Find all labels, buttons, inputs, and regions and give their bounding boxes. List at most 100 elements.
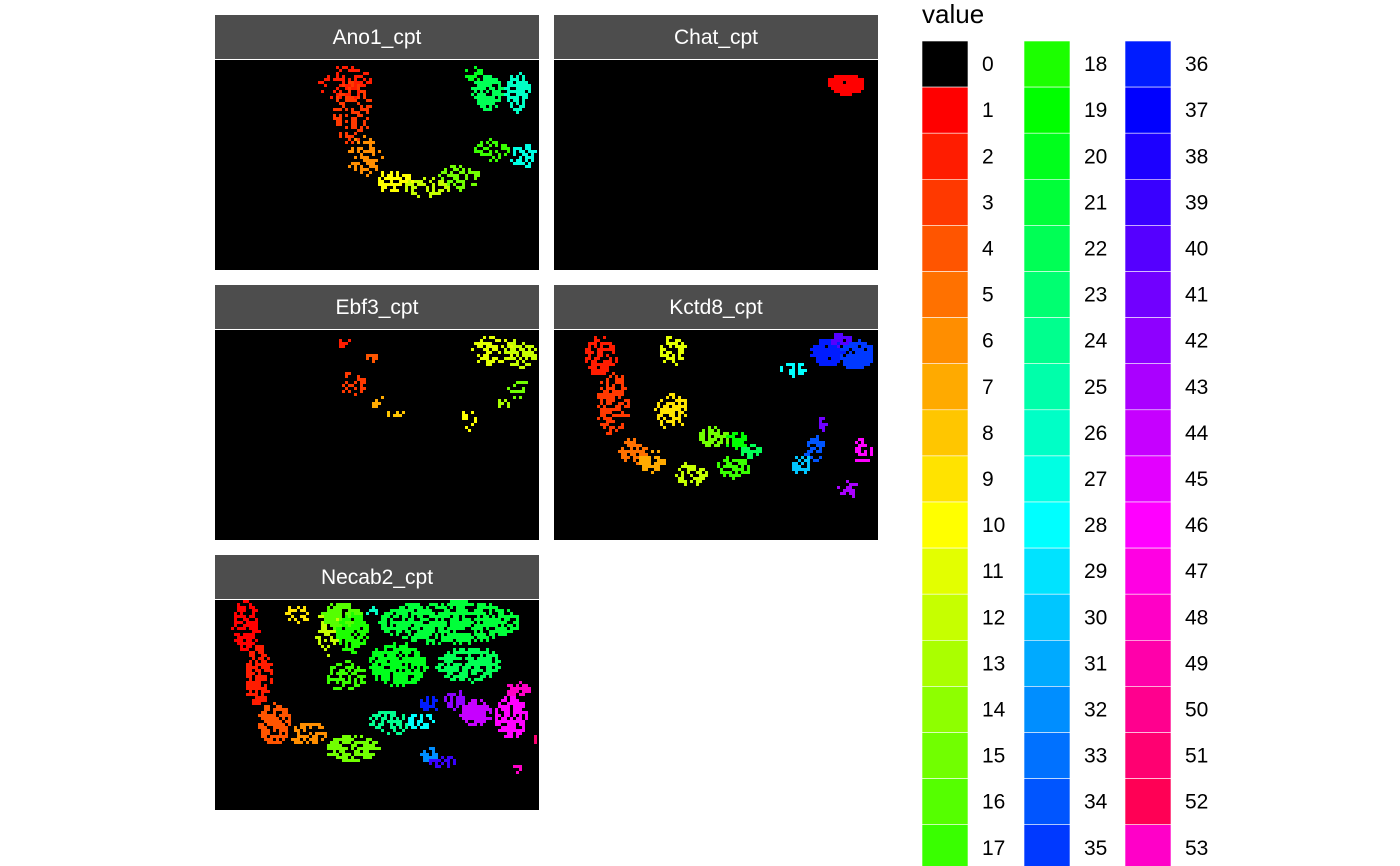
legend-label: 23 (1084, 284, 1107, 307)
legend-key-40: 40 (1124, 225, 1208, 272)
legend-key-20: 20 (1023, 132, 1107, 180)
raster-cluster-26 (366, 606, 378, 615)
legend-key-1: 1 (921, 86, 994, 134)
legend-label: 29 (1084, 560, 1107, 583)
facet-panel-Necab2_cpt: Necab2_cpt (215, 555, 539, 810)
legend-label: 48 (1185, 606, 1208, 629)
legend-label: 26 (1084, 422, 1107, 445)
raster-cluster-18 (336, 612, 369, 654)
raster-cluster-8 (387, 411, 405, 417)
legend-swatch (1124, 778, 1172, 825)
legend-swatch (1124, 732, 1172, 779)
legend-title: value (922, 0, 984, 29)
facet-panels: Ano1_cpt Chat_cpt Ebf3_cpt Kctd8_cpt Necab2_… (215, 15, 878, 810)
raster-cluster-22 (741, 444, 762, 459)
legend-label: 27 (1084, 468, 1107, 491)
legend-key-49: 49 (1124, 639, 1208, 687)
legend-label: 19 (1084, 99, 1107, 122)
legend-swatch (1124, 501, 1172, 549)
legend-label: 37 (1185, 99, 1208, 122)
facet-raster (828, 75, 864, 96)
legend-label: 47 (1185, 560, 1208, 583)
legend-swatch (921, 639, 969, 687)
legend-swatch (1124, 547, 1172, 595)
legend-key-30: 30 (1023, 593, 1107, 641)
legend-key-21: 21 (1023, 179, 1107, 226)
raster-cluster-22 (471, 75, 507, 111)
legend-key-53: 53 (1124, 824, 1208, 866)
raster-cluster-4 (366, 354, 378, 363)
raster-cluster-13 (498, 399, 510, 408)
legend-swatch (1023, 639, 1071, 687)
legend-label: 41 (1185, 284, 1208, 307)
legend-key-13: 13 (921, 639, 1005, 687)
legend-key-17: 17 (921, 824, 1005, 866)
raster-cluster-10 (378, 171, 414, 192)
legend-swatch (1124, 593, 1172, 641)
facet-panel-Ano1_cpt: Ano1_cpt (215, 15, 539, 270)
legend-key-5: 5 (921, 271, 994, 318)
raster-cluster-21 (378, 600, 519, 645)
legend-key-37: 37 (1124, 86, 1208, 134)
legend-swatch (921, 225, 969, 272)
legend-swatch (921, 132, 969, 180)
legend-key-2: 2 (921, 132, 994, 180)
facet-strip (215, 555, 539, 599)
legend: value 0123456789101112131415161718192021… (921, 0, 1209, 866)
legend-swatch (1023, 455, 1071, 503)
legend-label: 1 (982, 99, 994, 122)
raster-cluster-6 (291, 723, 327, 744)
legend-swatch (1023, 686, 1071, 733)
legend-key-32: 32 (1023, 686, 1107, 733)
legend-key-14: 14 (921, 686, 1006, 733)
raster-cluster-1 (231, 600, 261, 651)
legend-label: 16 (982, 791, 1005, 814)
facet-strip (215, 285, 539, 329)
legend-swatch (921, 179, 969, 226)
facet-strip (554, 285, 878, 329)
legend-key-29: 29 (1023, 547, 1107, 595)
legend-label: 11 (982, 560, 1004, 583)
legend-swatch (1124, 686, 1172, 733)
legend-key-10: 10 (921, 501, 1005, 549)
facet-raster (585, 333, 873, 498)
legend-swatch (921, 40, 969, 88)
legend-label: 51 (1185, 745, 1208, 768)
legend-key-47: 47 (1124, 547, 1208, 595)
legend-swatch (1023, 225, 1071, 272)
raster-cluster-44 (459, 699, 492, 726)
raster-cluster-2 (246, 645, 273, 705)
raster-cluster-12 (405, 177, 450, 198)
raster-cluster-11 (660, 336, 687, 366)
legend-key-22: 22 (1023, 225, 1107, 272)
legend-swatch (1023, 132, 1071, 180)
facet-title: Necab2_cpt (321, 566, 433, 589)
legend-swatch (1124, 40, 1172, 88)
facet-raster (339, 336, 537, 432)
legend-swatch (921, 86, 969, 134)
raster-cluster-40 (831, 333, 852, 348)
legend-label: 6 (982, 330, 994, 353)
raster-cluster-9 (285, 606, 309, 624)
raster-cluster-20 (369, 642, 429, 687)
legend-key-3: 3 (921, 179, 994, 226)
legend-label: 12 (982, 606, 1005, 629)
legend-label: 42 (1185, 330, 1208, 353)
legend-label: 45 (1185, 468, 1208, 491)
legend-label: 49 (1185, 652, 1208, 675)
raster-cluster-10 (462, 411, 477, 432)
legend-label: 30 (1084, 606, 1107, 629)
legend-label: 33 (1084, 745, 1107, 768)
raster-cluster-6 (348, 135, 384, 177)
raster-cluster-15 (327, 735, 381, 762)
legend-swatch (921, 409, 969, 457)
raster-cluster-46 (495, 696, 528, 738)
legend-swatch (1023, 317, 1071, 365)
legend-label: 15 (982, 745, 1005, 768)
raster-cluster-15 (438, 165, 480, 192)
facet-panel-Kctd8_cpt: Kctd8_cpt (554, 285, 878, 540)
raster-cluster-17 (474, 138, 510, 162)
legend-swatch (1124, 317, 1172, 365)
legend-swatch (921, 732, 969, 779)
